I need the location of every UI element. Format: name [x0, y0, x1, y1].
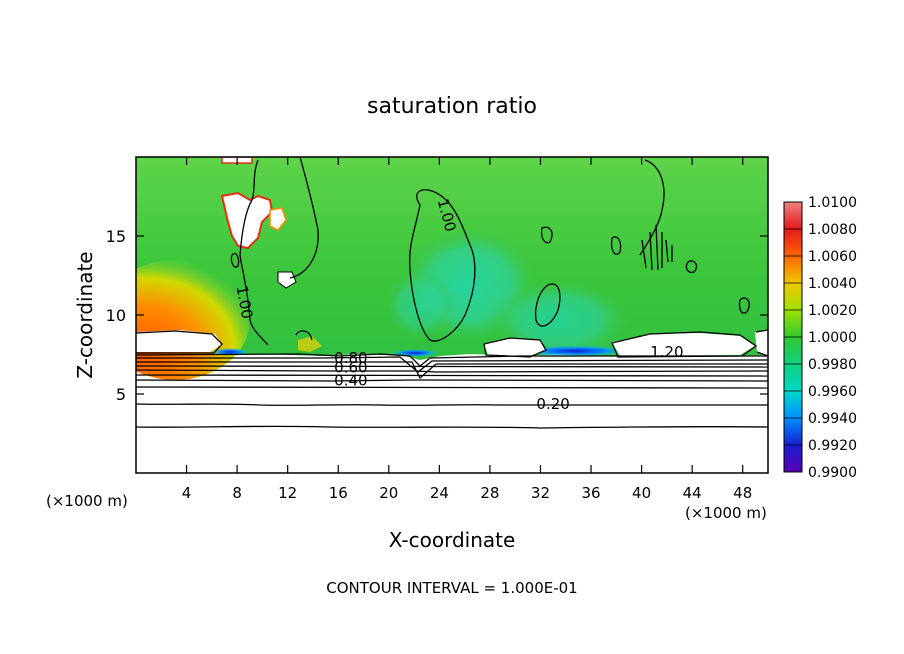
contour-label: 1.20 [650, 343, 683, 361]
colorbar-label: 0.9900 [808, 465, 857, 481]
field-region-cloud-2 [269, 207, 287, 231]
colorbar-segment [784, 310, 802, 337]
contour-0.85 [136, 356, 768, 373]
contour-0.40 [136, 379, 768, 382]
x-tick-label: 28 [480, 484, 499, 502]
x-tick-label: 48 [733, 484, 752, 502]
x-tick-label: 40 [632, 484, 651, 502]
colorbar-label: 1.0100 [808, 195, 857, 211]
contour-0.80 [136, 361, 768, 380]
contour-0.20 [136, 403, 768, 406]
colorbar-segment [784, 229, 802, 256]
colorbar-label: 0.9960 [808, 384, 857, 400]
contour-0.70 [136, 365, 768, 368]
colorbar-label: 1.0060 [808, 249, 857, 265]
colorbar-label: 1.0040 [808, 276, 857, 292]
contour-lines [136, 157, 768, 429]
y-tick-label: 5 [116, 385, 126, 404]
y-axis-label: Z-coordinate [73, 251, 97, 378]
contour-label: 0.60 [334, 359, 367, 377]
y-axis-ticks: 5 10 15 [106, 227, 768, 404]
contour-0.50 [136, 374, 768, 377]
x-unit-left: (×1000 m) [46, 492, 128, 510]
contour-0.60 [136, 369, 768, 373]
contour-label: 1.00 [233, 284, 257, 320]
colorbar-label: 1.0080 [808, 222, 857, 238]
colorbar-label: 1.0000 [808, 330, 857, 346]
colorbar-segment [784, 445, 802, 472]
colorbar-segment [784, 256, 802, 283]
contour-1.00-j [738, 297, 750, 314]
plot-area: 1.001.001.200.800.600.400.20 4 8 12 16 20 24 2… [106, 156, 769, 502]
contour-1.00-l [295, 330, 313, 341]
colorbar-segment [784, 337, 802, 364]
cloud-lens-mid [484, 338, 545, 356]
contour-0.10 [136, 425, 768, 429]
contour-1.00-d [289, 157, 319, 279]
contour-1.00-i [685, 260, 698, 274]
contour-label: 0.20 [536, 395, 569, 413]
x-tick-label: 24 [430, 484, 449, 502]
colorbar-segment [784, 418, 802, 445]
x-tick-label: 4 [182, 484, 192, 502]
x-tick-label: 44 [683, 484, 702, 502]
field-region-0.9975 [385, 270, 455, 340]
x-unit-right: (×1000 m) [685, 504, 767, 522]
contour-label: 0.80 [334, 349, 367, 367]
cloud-lens-right [612, 333, 755, 356]
heatmap-field [136, 157, 768, 473]
contour-labels: 1.001.001.200.800.600.400.20 [233, 197, 684, 413]
y-tick-label: 10 [106, 306, 126, 325]
contour-1.00-b [639, 159, 665, 256]
x-axis-ticks: 4 8 12 16 20 24 28 32 36 40 44 48 [182, 157, 752, 502]
contour-1.00-f [540, 226, 553, 244]
chart-title: saturation ratio [367, 94, 537, 119]
cloud-lens-left [136, 330, 222, 352]
contour-1.20-right [611, 331, 758, 358]
x-axis-label: X-coordinate [389, 528, 516, 552]
x-tick-label: 36 [581, 484, 600, 502]
colorbar-segment [784, 391, 802, 418]
colorbar-label: 0.9920 [808, 438, 857, 454]
contour-1.00-k [230, 252, 240, 268]
colorbar-segment [784, 364, 802, 391]
colorbar-label: 0.9940 [808, 411, 857, 427]
contour-1.20-mid [483, 337, 547, 358]
contour-1.00-g [610, 236, 622, 255]
contour-0.90 [136, 353, 768, 367]
contour-1.00-e [534, 283, 561, 327]
x-tick-label: 20 [379, 484, 398, 502]
colorbar-label: 0.9980 [808, 357, 857, 373]
field-region-cloud-3 [277, 271, 297, 289]
colorbar-segment [784, 283, 802, 310]
contour-interval-note: CONTOUR INTERVAL = 1.000E-01 [326, 579, 577, 597]
x-tick-label: 32 [531, 484, 550, 502]
x-tick-label: 12 [278, 484, 297, 502]
colorbar: 1.0100 1.0080 1.0060 1.0040 1.0020 1.0000 0.99… [783, 195, 857, 481]
contour-1.20-edge [755, 329, 768, 357]
colorbar-segment [784, 202, 802, 229]
x-tick-label: 16 [329, 484, 348, 502]
contour-label: 0.40 [334, 371, 367, 389]
field-region-cloud-1 [220, 191, 274, 250]
contour-1.00-c [239, 159, 269, 346]
y-tick-label: 15 [106, 227, 126, 246]
contour-1.00-h [641, 224, 673, 271]
cloud-lens-edge [755, 330, 768, 356]
x-tick-label: 8 [232, 484, 242, 502]
contour-1.20-left [136, 330, 223, 354]
colorbar-label: 1.0020 [808, 303, 857, 319]
contour-1.00-a [409, 189, 476, 342]
field-region-1.0030 [298, 336, 322, 352]
contour-0.30 [136, 386, 768, 389]
